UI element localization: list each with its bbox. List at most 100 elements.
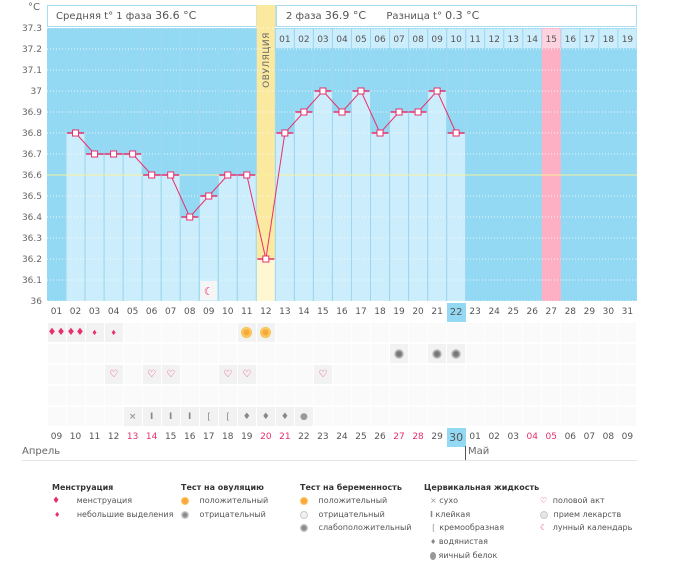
calendar-date[interactable]: 09	[50, 432, 63, 442]
cervical-fluid-cell[interactable]: ❲	[218, 407, 237, 426]
empty-cell[interactable]	[409, 365, 428, 384]
intercourse-cell[interactable]: ♡	[104, 365, 123, 384]
calendar-date[interactable]: 25	[355, 432, 367, 442]
cycle-day-label[interactable]: 03	[88, 307, 101, 317]
empty-cell[interactable]	[199, 323, 218, 342]
empty-cell[interactable]	[85, 407, 104, 426]
calendar-date[interactable]: 05	[545, 432, 557, 442]
empty-cell[interactable]	[256, 386, 275, 405]
empty-cell[interactable]	[199, 344, 218, 363]
cervical-fluid-cell[interactable]: I	[142, 407, 161, 426]
empty-cell[interactable]	[542, 344, 561, 363]
cycle-day-label[interactable]: 23	[469, 307, 481, 317]
calendar-date[interactable]: 10	[69, 432, 82, 442]
empty-cell[interactable]	[504, 365, 523, 384]
cycle-day-label[interactable]: 26	[526, 307, 538, 317]
cycle-day-label[interactable]: 05	[126, 307, 139, 317]
empty-cell[interactable]	[275, 386, 294, 405]
empty-cell[interactable]	[313, 386, 332, 405]
cycle-day-label[interactable]: 19	[393, 307, 405, 317]
cycle-day-label[interactable]: 27	[545, 307, 557, 317]
ovulation-test-cell[interactable]	[256, 323, 275, 342]
intercourse-cell[interactable]: ♡	[313, 365, 332, 384]
empty-cell[interactable]	[351, 344, 370, 363]
empty-cell[interactable]	[580, 386, 599, 405]
empty-cell[interactable]	[294, 344, 313, 363]
empty-cell[interactable]	[313, 323, 332, 342]
empty-cell[interactable]	[390, 407, 409, 426]
empty-cell[interactable]	[199, 365, 218, 384]
empty-cell[interactable]	[332, 365, 351, 384]
calendar-date[interactable]: 16	[183, 432, 196, 442]
cycle-day-label[interactable]: 04	[107, 307, 120, 317]
cycle-day-label[interactable]: 09	[203, 307, 215, 317]
empty-cell[interactable]	[66, 407, 85, 426]
empty-cell[interactable]	[618, 344, 637, 363]
calendar-date[interactable]: 22	[298, 432, 310, 442]
intercourse-cell[interactable]: ♡	[218, 365, 237, 384]
calendar-date[interactable]: 07	[583, 432, 596, 442]
empty-cell[interactable]	[47, 365, 66, 384]
calendar-date[interactable]: 18	[222, 432, 234, 442]
cycle-day-label[interactable]: 24	[488, 307, 500, 317]
menstruation-cell[interactable]: ♦♦	[66, 323, 85, 342]
empty-cell[interactable]	[542, 323, 561, 342]
calendar-date[interactable]: 03	[507, 432, 519, 442]
cervical-fluid-cell[interactable]: I	[161, 407, 180, 426]
empty-cell[interactable]	[237, 344, 256, 363]
cycle-day-label[interactable]: 11	[241, 307, 253, 317]
empty-cell[interactable]	[142, 323, 161, 342]
empty-cell[interactable]	[256, 365, 275, 384]
empty-cell[interactable]	[104, 386, 123, 405]
cervical-fluid-cell[interactable]: ×	[123, 407, 142, 426]
cervical-fluid-cell[interactable]: I	[180, 407, 199, 426]
empty-cell[interactable]	[66, 344, 85, 363]
calendar-date[interactable]: 14	[145, 432, 158, 442]
cycle-day-label[interactable]: 06	[145, 307, 158, 317]
pregnancy-test-cell[interactable]	[428, 344, 447, 363]
empty-cell[interactable]	[485, 407, 504, 426]
empty-cell[interactable]	[66, 365, 85, 384]
empty-cell[interactable]	[466, 323, 485, 342]
empty-cell[interactable]	[123, 344, 142, 363]
cycle-day-label[interactable]: 12	[260, 307, 272, 317]
empty-cell[interactable]	[180, 365, 199, 384]
cycle-day-label[interactable]: 02	[69, 307, 82, 317]
cycle-day-label[interactable]: 14	[298, 307, 310, 317]
empty-cell[interactable]	[542, 386, 561, 405]
empty-cell[interactable]	[142, 344, 161, 363]
cycle-day-label[interactable]: 22	[446, 303, 466, 322]
ovulation-test-cell[interactable]	[237, 323, 256, 342]
empty-cell[interactable]	[447, 407, 466, 426]
empty-cell[interactable]	[390, 386, 409, 405]
empty-cell[interactable]	[618, 386, 637, 405]
empty-cell[interactable]	[47, 386, 66, 405]
cervical-fluid-cell[interactable]: ♦	[256, 407, 275, 426]
empty-cell[interactable]	[542, 407, 561, 426]
empty-cell[interactable]	[428, 407, 447, 426]
calendar-date[interactable]: 08	[602, 432, 615, 442]
empty-cell[interactable]	[409, 323, 428, 342]
menstruation-cell[interactable]: ♦	[85, 323, 104, 342]
calendar-date[interactable]: 13	[126, 432, 139, 442]
empty-cell[interactable]	[561, 407, 580, 426]
empty-cell[interactable]	[599, 323, 618, 342]
empty-cell[interactable]	[351, 407, 370, 426]
empty-cell[interactable]	[523, 344, 542, 363]
empty-cell[interactable]	[199, 386, 218, 405]
menstruation-cell[interactable]: ♦	[104, 323, 123, 342]
empty-cell[interactable]	[294, 386, 313, 405]
empty-cell[interactable]	[371, 386, 389, 405]
empty-cell[interactable]	[390, 323, 409, 342]
pregnancy-test-cell[interactable]	[390, 344, 409, 363]
empty-cell[interactable]	[447, 386, 466, 405]
cervical-fluid-cell[interactable]: ♦	[275, 407, 294, 426]
cycle-day-label[interactable]: 25	[507, 307, 519, 317]
cycle-day-label[interactable]: 16	[336, 307, 348, 317]
calendar-date[interactable]: 27	[393, 432, 405, 442]
empty-cell[interactable]	[485, 365, 504, 384]
empty-cell[interactable]	[180, 344, 199, 363]
intercourse-cell[interactable]: ♡	[237, 365, 256, 384]
empty-cell[interactable]	[409, 344, 428, 363]
cycle-day-label[interactable]: 07	[164, 307, 177, 317]
